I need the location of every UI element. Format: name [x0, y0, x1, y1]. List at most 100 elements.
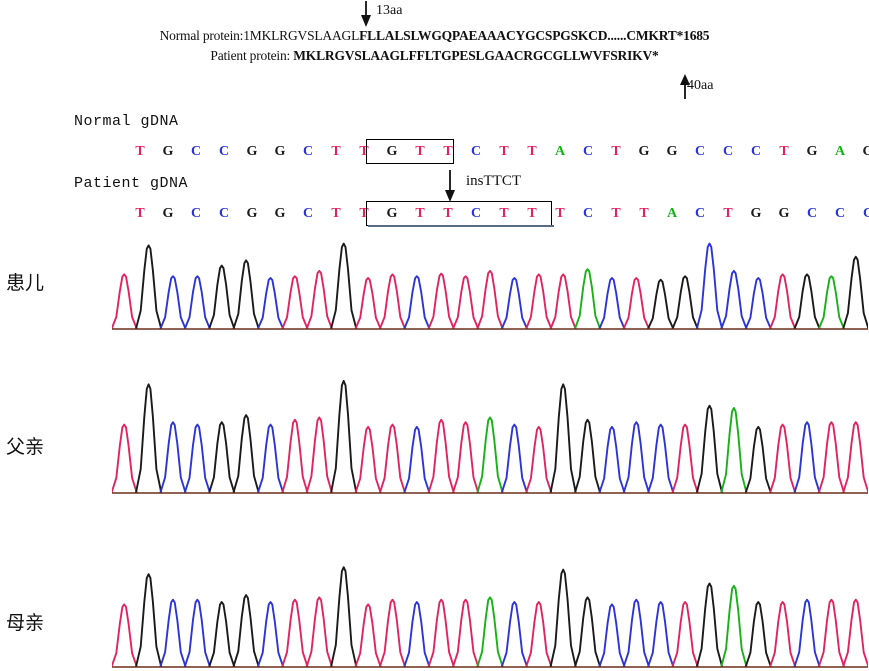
chromatogram-peak: [842, 598, 868, 668]
normal-gdna-sequence: TGCCGGCTTGTTCTTACTGGCCCTGAGTCTT: [126, 144, 869, 166]
chromatogram-peak: [330, 566, 358, 668]
sequence-base: T: [555, 206, 565, 221]
chromatogram-peak: [256, 277, 285, 330]
sequence-base: C: [582, 144, 594, 159]
patient-gdna-label: Patient gDNA: [74, 175, 189, 192]
chromatogram-peak: [817, 421, 846, 494]
sequence-base: G: [162, 206, 174, 221]
chromatogram-peak: [232, 414, 260, 494]
sequence-base: C: [582, 206, 594, 221]
sequence-base: A: [554, 144, 566, 159]
sequence-base: C: [190, 206, 202, 221]
sequence-base: C: [862, 206, 869, 221]
annotation-40aa-label: 40aa: [687, 78, 714, 93]
chromatogram-peak: [647, 278, 675, 330]
sequence-base: C: [722, 144, 734, 159]
chromatogram-peak: [330, 379, 358, 494]
chromatogram-peak: [744, 277, 772, 330]
normal-gdna-label: Normal gDNA: [74, 113, 179, 130]
insertion-annotation-label: insTTCT: [466, 173, 521, 189]
chromatogram-peak: [549, 383, 577, 494]
chromatogram-peak: [793, 273, 821, 330]
chromatogram-peak: [403, 601, 431, 668]
chromatogram-peak: [500, 423, 529, 494]
sequence-base: G: [246, 144, 258, 159]
arrow-down-13aa-icon: [361, 1, 371, 27]
chromatogram-peak: [281, 598, 309, 668]
chromatogram-peak: [134, 383, 163, 494]
patient-gdna-highlight-box: [366, 201, 552, 226]
chromatogram-peak: [112, 273, 138, 330]
patient-box-shadow: [368, 225, 554, 227]
chromatogram-peak: [842, 421, 868, 494]
chromatogram-peak: [159, 275, 187, 330]
chromatogram-peak: [354, 603, 382, 668]
chromatogram-peak: [112, 603, 138, 668]
chromatogram-peak: [183, 598, 211, 668]
chromatogram-peak: [232, 594, 260, 668]
patient-protein-bold: MKLRGVSLAAGLFFLTGPESLGAACRGCGLLWVFSRIKV*: [293, 48, 659, 63]
sequence-base: G: [638, 144, 650, 159]
chromatogram-peak: [525, 425, 553, 494]
chromatogram-peak: [671, 423, 699, 494]
chromatogram-peak: [695, 242, 724, 330]
chromatogram-peak: [403, 425, 431, 494]
normal-protein-bold: FLLALSLWGQPAEAAACYGCSPGSKCD......CMKRT*1…: [359, 28, 710, 43]
sequence-base: C: [470, 144, 482, 159]
chromatogram-peak: [281, 275, 309, 330]
chromatogram-mother: [112, 546, 868, 670]
chromatogram-peak: [281, 418, 309, 494]
chromatogram-peak: [671, 275, 699, 330]
sequence-base: G: [806, 144, 818, 159]
sequence-base: T: [135, 144, 145, 159]
patient-gdna-sequence: TGCCGGCTTGTTCTTTCTTACTGGCCCTGAG: [126, 206, 869, 228]
sequence-base: C: [218, 206, 230, 221]
chromatogram-peak: [598, 277, 626, 330]
sequence-base: T: [443, 144, 453, 159]
chromatogram-peak: [112, 423, 138, 494]
sequence-base: C: [694, 206, 706, 221]
sequence-base: T: [359, 144, 369, 159]
sequence-base: T: [331, 144, 341, 159]
chromatogram-peak: [378, 598, 407, 668]
chromatogram-peak: [842, 255, 868, 330]
sample-label-mother: 母亲: [6, 612, 45, 634]
chromatogram-peak: [744, 601, 772, 668]
sequence-base: G: [274, 144, 286, 159]
chromatogram-patient-child: [112, 236, 868, 332]
chromatogram-peak: [769, 423, 797, 494]
chromatogram-peak: [451, 421, 480, 494]
chromatogram-peak: [793, 598, 821, 668]
chromatogram-peak: [159, 421, 187, 494]
sequence-base: T: [779, 144, 789, 159]
chromatogram-peak: [427, 418, 455, 494]
chromatogram-peak: [574, 268, 602, 330]
sequence-base: T: [527, 144, 537, 159]
chromatogram-peak: [695, 582, 724, 668]
chromatogram-peak: [183, 423, 211, 494]
sequence-base: A: [666, 206, 678, 221]
chromatogram-peak: [720, 584, 748, 668]
chromatogram-peak: [695, 404, 724, 494]
sequence-base: T: [443, 206, 453, 221]
arrow-up-40aa-icon: [680, 74, 690, 99]
sequence-base: C: [218, 144, 230, 159]
chromatogram-peak: [549, 568, 577, 668]
chromatogram-peak: [305, 269, 333, 330]
chromatogram-peak: [427, 598, 455, 668]
chromatogram-peak: [573, 418, 602, 494]
sequence-base: T: [135, 206, 145, 221]
chromatogram-peak: [378, 273, 406, 330]
sequence-base: T: [415, 206, 425, 221]
sequence-base: C: [302, 206, 314, 221]
sequence-base: T: [499, 144, 509, 159]
chromatogram-peak: [403, 275, 431, 330]
chromatogram-peak: [500, 277, 528, 330]
chromatogram-peak: [598, 425, 626, 494]
sequence-base: C: [302, 144, 314, 159]
sequence-base: T: [611, 206, 621, 221]
sequence-base: T: [723, 206, 733, 221]
sequence-base: C: [806, 206, 818, 221]
chromatogram-peak: [183, 275, 211, 330]
sequence-base: C: [190, 144, 202, 159]
